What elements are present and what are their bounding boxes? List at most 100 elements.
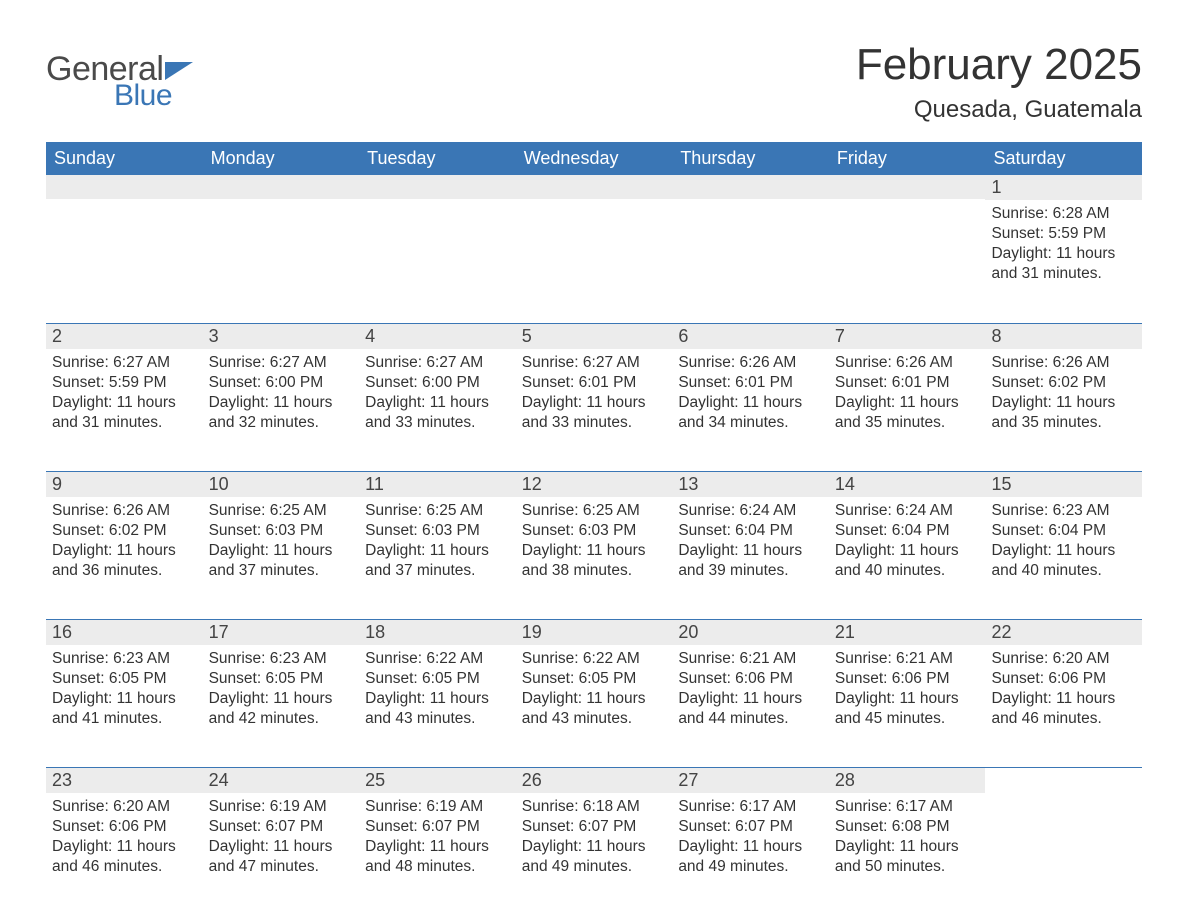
day-details: Sunrise: 6:24 AMSunset: 6:04 PMDaylight:… (672, 497, 829, 586)
daylight-line: Daylight: 11 hours and 45 minutes. (835, 689, 980, 729)
sunset-line: Sunset: 6:07 PM (678, 817, 823, 837)
sunset-line: Sunset: 6:05 PM (52, 669, 197, 689)
sunset-line: Sunset: 5:59 PM (52, 373, 197, 393)
day-number: 1 (985, 175, 1142, 200)
daylight-line: Daylight: 11 hours and 39 minutes. (678, 541, 823, 581)
sunrise-line: Sunrise: 6:23 AM (209, 649, 354, 669)
day-details: Sunrise: 6:18 AMSunset: 6:07 PMDaylight:… (516, 793, 673, 882)
calendar-cell: 4Sunrise: 6:27 AMSunset: 6:00 PMDaylight… (359, 324, 516, 455)
sunrise-line: Sunrise: 6:28 AM (991, 204, 1136, 224)
day-header: Friday (829, 142, 986, 175)
day-details: Sunrise: 6:21 AMSunset: 6:06 PMDaylight:… (829, 645, 986, 734)
sunrise-line: Sunrise: 6:27 AM (365, 353, 510, 373)
calendar-cell: 13Sunrise: 6:24 AMSunset: 6:04 PMDayligh… (672, 472, 829, 603)
day-number: 26 (516, 768, 673, 793)
calendar-cell: 21Sunrise: 6:21 AMSunset: 6:06 PMDayligh… (829, 620, 986, 751)
day-details: Sunrise: 6:17 AMSunset: 6:08 PMDaylight:… (829, 793, 986, 882)
day-number (829, 175, 986, 199)
calendar-cell: 1Sunrise: 6:28 AMSunset: 5:59 PMDaylight… (985, 175, 1142, 307)
sunrise-line: Sunrise: 6:22 AM (522, 649, 667, 669)
day-number (516, 175, 673, 199)
sunrise-line: Sunrise: 6:20 AM (52, 797, 197, 817)
day-number (359, 175, 516, 199)
day-details: Sunrise: 6:26 AMSunset: 6:01 PMDaylight:… (829, 349, 986, 438)
day-number (203, 175, 360, 199)
sunset-line: Sunset: 6:06 PM (678, 669, 823, 689)
day-header: Tuesday (359, 142, 516, 175)
sunset-line: Sunset: 6:04 PM (991, 521, 1136, 541)
day-number: 22 (985, 620, 1142, 645)
daylight-line: Daylight: 11 hours and 37 minutes. (365, 541, 510, 581)
day-details: Sunrise: 6:26 AMSunset: 6:02 PMDaylight:… (46, 497, 203, 586)
daylight-line: Daylight: 11 hours and 50 minutes. (835, 837, 980, 877)
daylight-line: Daylight: 11 hours and 33 minutes. (522, 393, 667, 433)
month-title: February 2025 (856, 40, 1142, 90)
sunrise-line: Sunrise: 6:17 AM (678, 797, 823, 817)
logo-text-blue: Blue (114, 79, 172, 113)
calendar-cell (672, 175, 829, 307)
sunset-line: Sunset: 6:03 PM (209, 521, 354, 541)
calendar-cell: 15Sunrise: 6:23 AMSunset: 6:04 PMDayligh… (985, 472, 1142, 603)
day-details: Sunrise: 6:22 AMSunset: 6:05 PMDaylight:… (516, 645, 673, 734)
sunrise-line: Sunrise: 6:26 AM (678, 353, 823, 373)
calendar-week: 9Sunrise: 6:26 AMSunset: 6:02 PMDaylight… (46, 471, 1142, 603)
calendar-cell: 17Sunrise: 6:23 AMSunset: 6:05 PMDayligh… (203, 620, 360, 751)
sunset-line: Sunset: 6:07 PM (365, 817, 510, 837)
sunrise-line: Sunrise: 6:23 AM (52, 649, 197, 669)
daylight-line: Daylight: 11 hours and 43 minutes. (365, 689, 510, 729)
sunset-line: Sunset: 6:02 PM (52, 521, 197, 541)
sunrise-line: Sunrise: 6:19 AM (209, 797, 354, 817)
sunset-line: Sunset: 6:00 PM (209, 373, 354, 393)
calendar-cell: 26Sunrise: 6:18 AMSunset: 6:07 PMDayligh… (516, 768, 673, 899)
daylight-line: Daylight: 11 hours and 48 minutes. (365, 837, 510, 877)
day-number: 2 (46, 324, 203, 349)
sunrise-line: Sunrise: 6:27 AM (209, 353, 354, 373)
day-details: Sunrise: 6:27 AMSunset: 6:00 PMDaylight:… (203, 349, 360, 438)
sunset-line: Sunset: 6:08 PM (835, 817, 980, 837)
day-details: Sunrise: 6:26 AMSunset: 6:01 PMDaylight:… (672, 349, 829, 438)
day-number: 3 (203, 324, 360, 349)
sunset-line: Sunset: 6:05 PM (522, 669, 667, 689)
day-header: Monday (203, 142, 360, 175)
calendar-cell (203, 175, 360, 307)
calendar-cell: 9Sunrise: 6:26 AMSunset: 6:02 PMDaylight… (46, 472, 203, 603)
sunrise-line: Sunrise: 6:20 AM (991, 649, 1136, 669)
daylight-line: Daylight: 11 hours and 35 minutes. (991, 393, 1136, 433)
day-details: Sunrise: 6:27 AMSunset: 6:00 PMDaylight:… (359, 349, 516, 438)
day-details: Sunrise: 6:21 AMSunset: 6:06 PMDaylight:… (672, 645, 829, 734)
day-details: Sunrise: 6:23 AMSunset: 6:05 PMDaylight:… (203, 645, 360, 734)
daylight-line: Daylight: 11 hours and 38 minutes. (522, 541, 667, 581)
sunset-line: Sunset: 6:00 PM (365, 373, 510, 393)
daylight-line: Daylight: 11 hours and 33 minutes. (365, 393, 510, 433)
calendar: SundayMondayTuesdayWednesdayThursdayFrid… (46, 142, 1142, 899)
day-number: 8 (985, 324, 1142, 349)
sunset-line: Sunset: 6:07 PM (209, 817, 354, 837)
calendar-cell: 2Sunrise: 6:27 AMSunset: 5:59 PMDaylight… (46, 324, 203, 455)
day-number: 5 (516, 324, 673, 349)
day-number: 17 (203, 620, 360, 645)
day-number: 14 (829, 472, 986, 497)
day-header: Wednesday (516, 142, 673, 175)
calendar-cell: 24Sunrise: 6:19 AMSunset: 6:07 PMDayligh… (203, 768, 360, 899)
day-details: Sunrise: 6:27 AMSunset: 6:01 PMDaylight:… (516, 349, 673, 438)
day-number: 20 (672, 620, 829, 645)
calendar-cell: 18Sunrise: 6:22 AMSunset: 6:05 PMDayligh… (359, 620, 516, 751)
calendar-cell: 14Sunrise: 6:24 AMSunset: 6:04 PMDayligh… (829, 472, 986, 603)
sunset-line: Sunset: 6:04 PM (678, 521, 823, 541)
sunrise-line: Sunrise: 6:17 AM (835, 797, 980, 817)
day-number: 25 (359, 768, 516, 793)
daylight-line: Daylight: 11 hours and 49 minutes. (678, 837, 823, 877)
sunrise-line: Sunrise: 6:21 AM (835, 649, 980, 669)
day-details: Sunrise: 6:25 AMSunset: 6:03 PMDaylight:… (516, 497, 673, 586)
calendar-cell: 19Sunrise: 6:22 AMSunset: 6:05 PMDayligh… (516, 620, 673, 751)
sunrise-line: Sunrise: 6:26 AM (52, 501, 197, 521)
calendar-cell (46, 175, 203, 307)
title-block: February 2025 Quesada, Guatemala (856, 40, 1142, 124)
sunset-line: Sunset: 6:05 PM (209, 669, 354, 689)
calendar-cell: 20Sunrise: 6:21 AMSunset: 6:06 PMDayligh… (672, 620, 829, 751)
day-header: Saturday (985, 142, 1142, 175)
sunrise-line: Sunrise: 6:27 AM (522, 353, 667, 373)
day-details: Sunrise: 6:19 AMSunset: 6:07 PMDaylight:… (359, 793, 516, 882)
daylight-line: Daylight: 11 hours and 36 minutes. (52, 541, 197, 581)
day-details: Sunrise: 6:23 AMSunset: 6:05 PMDaylight:… (46, 645, 203, 734)
